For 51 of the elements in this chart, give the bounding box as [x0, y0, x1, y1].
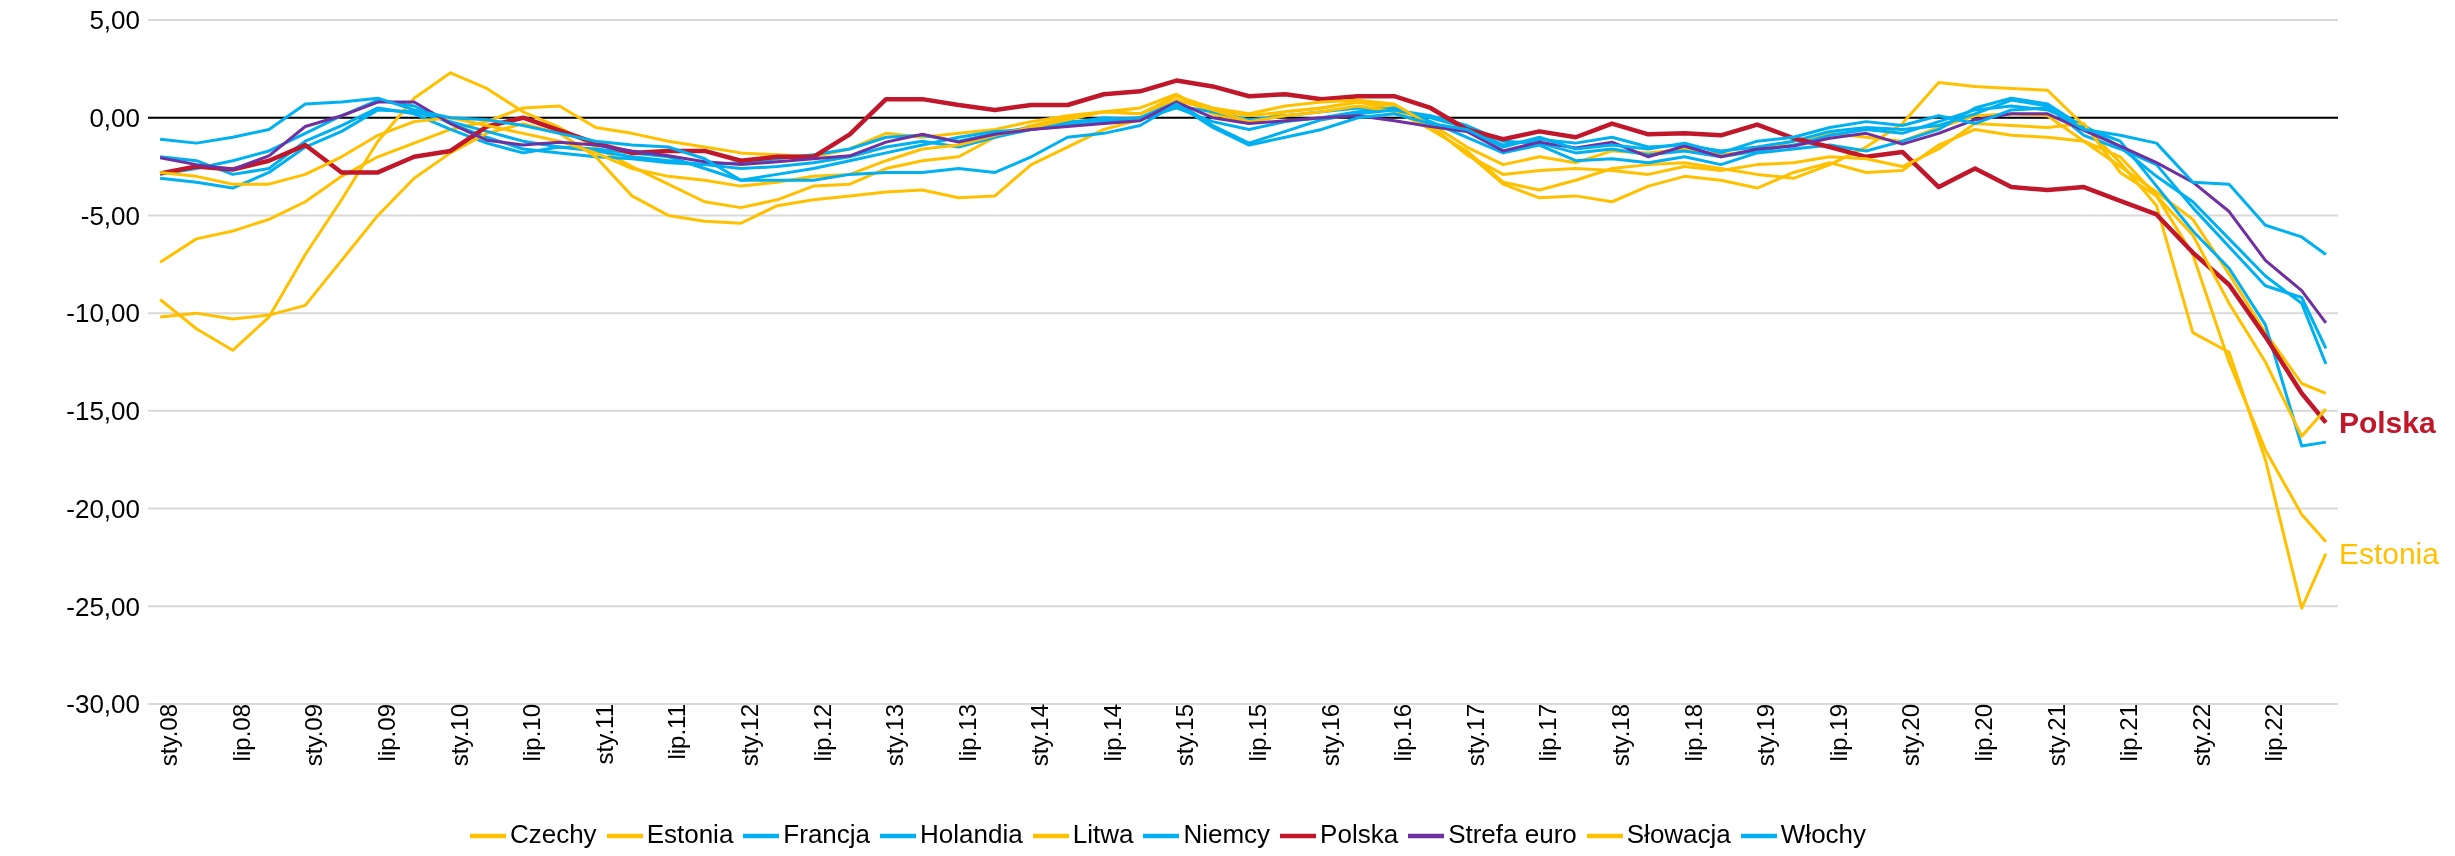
legend-label: Francja	[783, 818, 871, 849]
x-tick-label: lip.22	[2260, 704, 2288, 762]
x-tick-label: lip.09	[372, 704, 400, 762]
legend-label: Włochy	[1780, 818, 1867, 849]
legend-label: Polska	[1320, 818, 1399, 849]
y-tick-label: -30,00	[66, 689, 140, 720]
x-tick-label: lip.20	[1970, 704, 1998, 762]
legend-label: Litwa	[1072, 818, 1134, 849]
x-tick-label: sty.15	[1171, 704, 1199, 767]
x-tick-label: lip.21	[2115, 704, 2143, 762]
x-tick-label: lip.15	[1244, 704, 1272, 762]
y-tick-label: -20,00	[66, 493, 140, 524]
legend-label: Estonia	[646, 818, 734, 849]
x-tick-label: lip.18	[1679, 704, 1707, 762]
x-tick-label: sty.20	[1897, 704, 1925, 767]
x-tick-label: sty.21	[2042, 704, 2070, 767]
y-tick-label: -25,00	[66, 591, 140, 622]
y-tick-label: 0,00	[89, 102, 140, 133]
x-tick-label: sty.08	[155, 704, 183, 767]
y-tick-label: -10,00	[66, 298, 140, 329]
legend-label: Holandia	[920, 818, 1023, 849]
x-tick-label: sty.09	[300, 704, 328, 767]
legend-label: Czechy	[509, 818, 597, 849]
x-tick-label: sty.12	[735, 704, 763, 767]
x-tick-label: lip.17	[1534, 704, 1562, 762]
x-tick-label: sty.13	[881, 704, 909, 767]
x-tick-label: sty.19	[1752, 704, 1780, 767]
x-tick-label: sty.10	[445, 704, 473, 767]
legend-label: Strefa euro	[1448, 818, 1577, 849]
annotation: Polska	[2338, 406, 2436, 440]
x-tick-label: sty.11	[590, 704, 618, 765]
annotation: Estonia	[2338, 537, 2440, 571]
x-tick-label: sty.14	[1026, 704, 1054, 767]
x-tick-label: sty.16	[1316, 704, 1344, 767]
x-tick-label: lip.10	[518, 704, 546, 762]
x-tick-label: lip.08	[227, 704, 255, 762]
x-tick-label: sty.22	[2187, 704, 2215, 767]
y-tick-label: 5,00	[89, 5, 140, 36]
x-tick-label: lip.13	[953, 704, 981, 762]
y-tick-label: -5,00	[80, 200, 140, 231]
x-tick-label: lip.12	[808, 704, 836, 762]
line-series	[158, 71, 2328, 610]
x-tick-label: lip.19	[1824, 704, 1852, 762]
x-tick-label: lip.16	[1389, 704, 1417, 762]
legend-label: Niemcy	[1183, 818, 1271, 849]
x-tick-label: lip.14	[1098, 704, 1126, 762]
y-tick-label: -15,00	[66, 396, 140, 427]
legend-label: Słowacja	[1626, 818, 1731, 849]
x-tick-label: sty.17	[1461, 704, 1489, 767]
x-tick-label: lip.11	[663, 704, 691, 760]
x-tick-label: sty.18	[1607, 704, 1635, 767]
